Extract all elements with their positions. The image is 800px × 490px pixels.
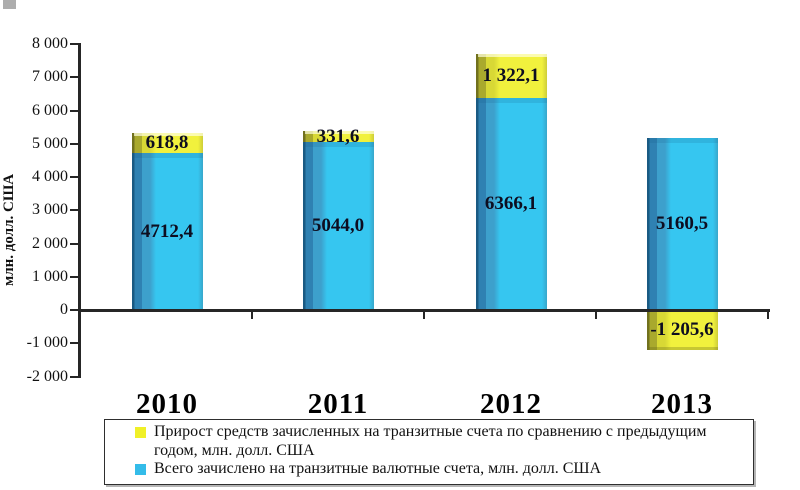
y-tick-label: 7 000 (32, 68, 68, 86)
legend-label-total-line1: Всего зачислено на транзитные валютные с… (154, 460, 602, 477)
bar-segment-total (302, 142, 374, 310)
bar-value-label: 6366,1 (484, 193, 538, 215)
x-tick-mark (251, 311, 253, 319)
y-tick-label: 1 000 (32, 267, 68, 285)
bar-segment-growth (131, 132, 203, 154)
y-tick-mark (70, 176, 78, 178)
y-tick-mark (70, 309, 78, 311)
legend-label-growth-line1: Прирост средств зачисленных на транзитны… (154, 423, 707, 440)
bar-value-label: 5044,0 (311, 215, 365, 237)
legend-item-growth: Прирост средств зачисленных на транзитны… (135, 423, 747, 460)
bar-value-label: 618,8 (145, 132, 189, 154)
y-tick-mark (70, 43, 78, 45)
bar-segment-growth (475, 54, 547, 99)
bar-bevel (305, 142, 374, 148)
x-tick-mark (595, 311, 597, 319)
x-tick-mark (423, 311, 425, 319)
bar-value-label: 331,6 (316, 125, 360, 147)
bar-bevel (478, 98, 547, 104)
y-tick-mark (70, 242, 78, 245)
x-axis-line (78, 309, 770, 312)
y-tick-mark (70, 342, 78, 345)
y-tick-label: 3 000 (32, 201, 68, 219)
x-tick-mark (79, 311, 81, 319)
legend-label-growth: Прирост средств зачисленных на транзитны… (154, 423, 707, 460)
bar-value-label: 4712,4 (140, 220, 194, 242)
legend-swatch-blue (135, 464, 146, 475)
bar-bevel (478, 54, 547, 58)
y-tick-label: 2 000 (32, 234, 68, 252)
category-label: 2013 (651, 388, 713, 420)
bar-bevel (134, 132, 203, 136)
y-tick-mark (70, 76, 78, 79)
legend-label-growth-line2: годом, млн. долл. США (154, 441, 315, 459)
y-tick-mark (70, 275, 78, 278)
bar-bevel (649, 138, 718, 144)
y-tick-mark (70, 142, 78, 145)
y-tick-label: 4 000 (32, 168, 68, 185)
bar-segment-total (131, 153, 203, 310)
y-tick-label: 5 000 (32, 134, 68, 152)
legend-swatch-yellow (135, 427, 146, 438)
y-tick-label: -1 000 (26, 334, 68, 352)
y-tick-label: -2 000 (26, 367, 68, 385)
legend: Прирост средств зачисленных на транзитны… (104, 419, 754, 485)
category-label: 2012 (480, 388, 542, 420)
y-tick-label: 6 000 (32, 101, 68, 119)
bar-bevel (305, 131, 374, 135)
bar-value-label: 1 322,1 (482, 65, 540, 87)
y-tick-mark (70, 209, 78, 212)
y-axis-line (78, 43, 81, 378)
bar-segment-growth (646, 310, 718, 351)
legend-label-total: Всего зачислено на транзитные валютные с… (154, 460, 601, 479)
bar-segment-total (646, 138, 718, 310)
bar-bevel (649, 347, 718, 351)
top-left-artifact (3, 0, 16, 9)
y-tick-mark (70, 109, 78, 112)
category-label: 2011 (307, 388, 369, 420)
y-tick-label: 0 (60, 301, 68, 318)
bar-segment-total (475, 98, 547, 310)
bar-bevel (134, 153, 203, 159)
category-label: 2010 (136, 388, 198, 420)
bar-value-label: -1 205,6 (650, 319, 714, 341)
y-tick-label: 8 000 (32, 35, 68, 52)
bar-value-label: 5160,5 (655, 213, 709, 235)
y-tick-mark (70, 375, 78, 378)
legend-item-total: Всего зачислено на транзитные валютные с… (135, 460, 747, 479)
bar-segment-growth (302, 131, 374, 143)
x-tick-mark (767, 311, 769, 319)
